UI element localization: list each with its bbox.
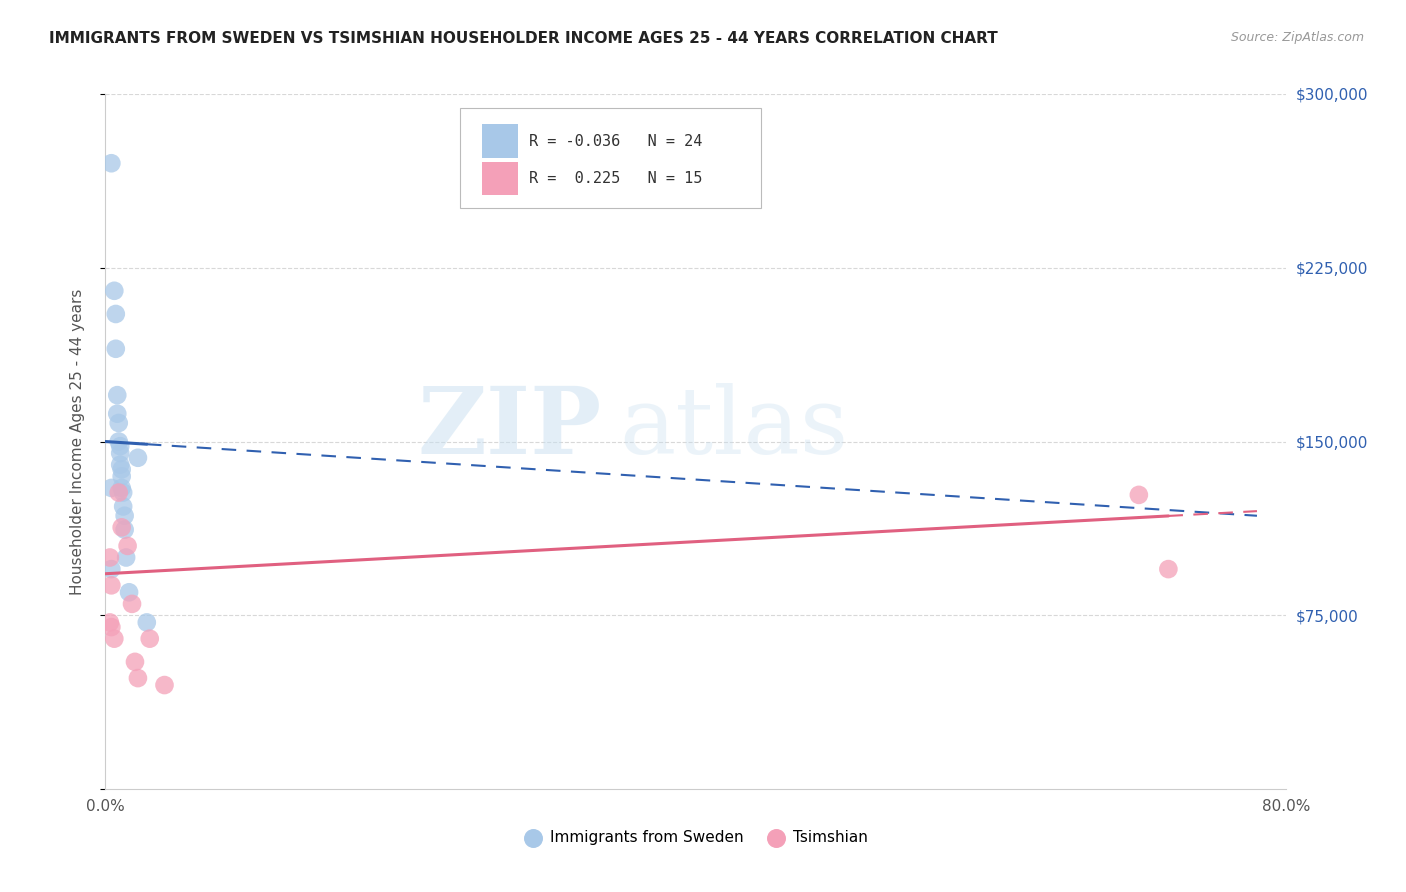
Point xyxy=(124,655,146,669)
Point xyxy=(107,485,129,500)
Point xyxy=(107,416,129,430)
Text: Source: ZipAtlas.com: Source: ZipAtlas.com xyxy=(1230,31,1364,45)
Point xyxy=(117,539,139,553)
Point xyxy=(100,481,122,495)
Point xyxy=(98,615,121,630)
Point xyxy=(104,342,127,356)
Point xyxy=(114,508,136,523)
Text: R =  0.225   N = 15: R = 0.225 N = 15 xyxy=(530,171,703,186)
Point xyxy=(100,562,122,576)
Text: atlas: atlas xyxy=(619,383,848,473)
Point xyxy=(112,500,135,514)
Legend: Immigrants from Sweden, Tsimshian: Immigrants from Sweden, Tsimshian xyxy=(519,824,873,851)
Point xyxy=(103,632,125,646)
Point xyxy=(135,615,157,630)
Text: IMMIGRANTS FROM SWEDEN VS TSIMSHIAN HOUSEHOLDER INCOME AGES 25 - 44 YEARS CORREL: IMMIGRANTS FROM SWEDEN VS TSIMSHIAN HOUS… xyxy=(49,31,998,46)
Point xyxy=(110,458,132,472)
Y-axis label: Householder Income Ages 25 - 44 years: Householder Income Ages 25 - 44 years xyxy=(70,288,84,595)
Bar xyxy=(482,124,517,158)
Point xyxy=(110,446,132,460)
Point xyxy=(1128,488,1150,502)
Point xyxy=(105,407,128,421)
Point xyxy=(103,284,125,298)
Point xyxy=(98,550,121,565)
Point xyxy=(111,469,134,483)
Point xyxy=(110,439,132,453)
Point xyxy=(100,620,122,634)
Point xyxy=(118,585,141,599)
Point xyxy=(112,485,135,500)
Text: R = -0.036   N = 24: R = -0.036 N = 24 xyxy=(530,134,703,149)
Text: ZIP: ZIP xyxy=(418,383,602,473)
Point xyxy=(121,597,143,611)
Point xyxy=(1157,562,1180,576)
Point xyxy=(111,520,134,534)
Point xyxy=(105,388,128,402)
Point xyxy=(115,550,138,565)
Bar xyxy=(482,162,517,195)
FancyBboxPatch shape xyxy=(460,108,761,209)
Point xyxy=(127,450,149,465)
Point xyxy=(114,523,136,537)
Point xyxy=(111,481,134,495)
Point xyxy=(107,434,129,449)
Point xyxy=(138,632,162,646)
Point xyxy=(100,578,122,592)
Point xyxy=(127,671,149,685)
Point xyxy=(153,678,176,692)
Point xyxy=(100,156,122,170)
Point xyxy=(104,307,127,321)
Point xyxy=(111,462,134,476)
